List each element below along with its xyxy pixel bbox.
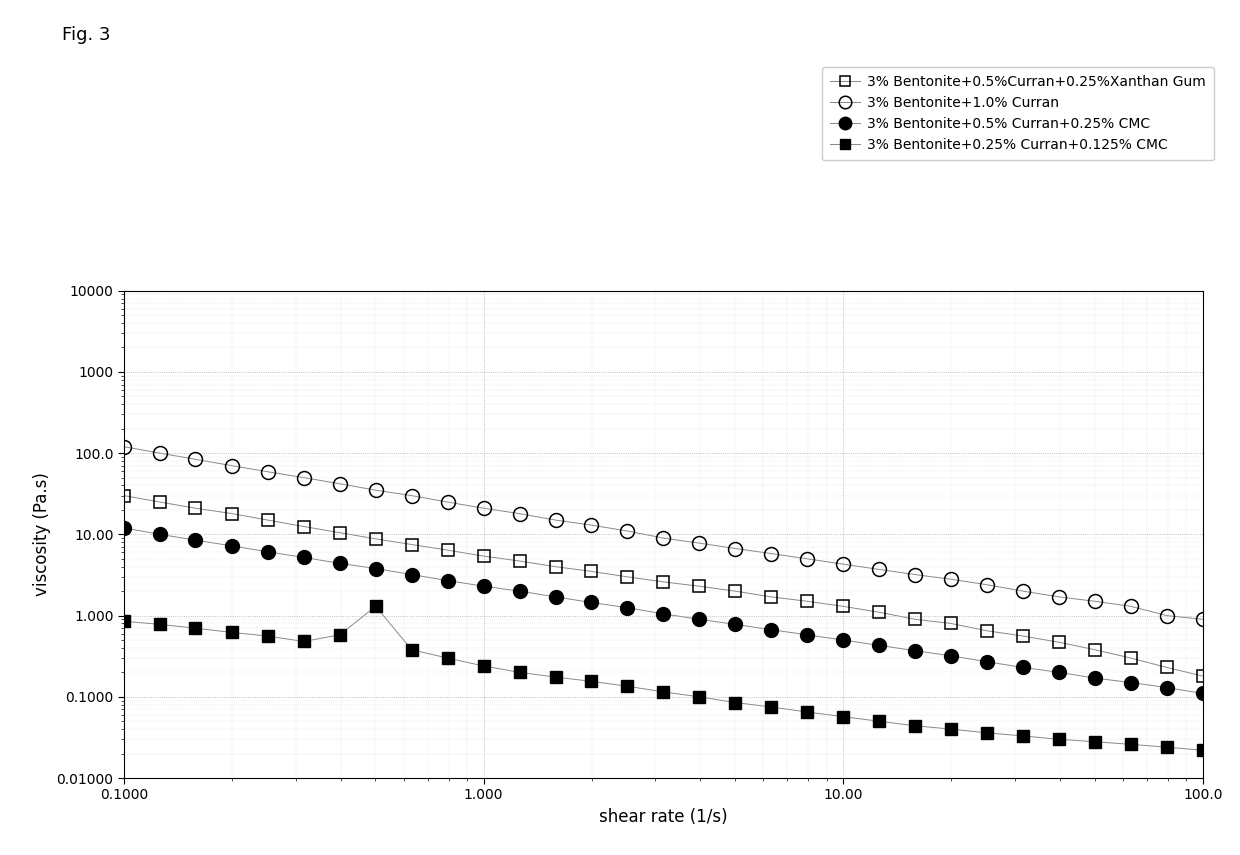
Y-axis label: viscosity (Pa.s): viscosity (Pa.s) xyxy=(33,473,51,596)
Legend: 3% Bentonite+0.5%Curran+0.25%Xanthan Gum, 3% Bentonite+1.0% Curran, 3% Bentonite: 3% Bentonite+0.5%Curran+0.25%Xanthan Gum… xyxy=(822,67,1214,160)
X-axis label: shear rate (1/s): shear rate (1/s) xyxy=(599,808,728,826)
Text: Fig. 3: Fig. 3 xyxy=(62,26,110,44)
